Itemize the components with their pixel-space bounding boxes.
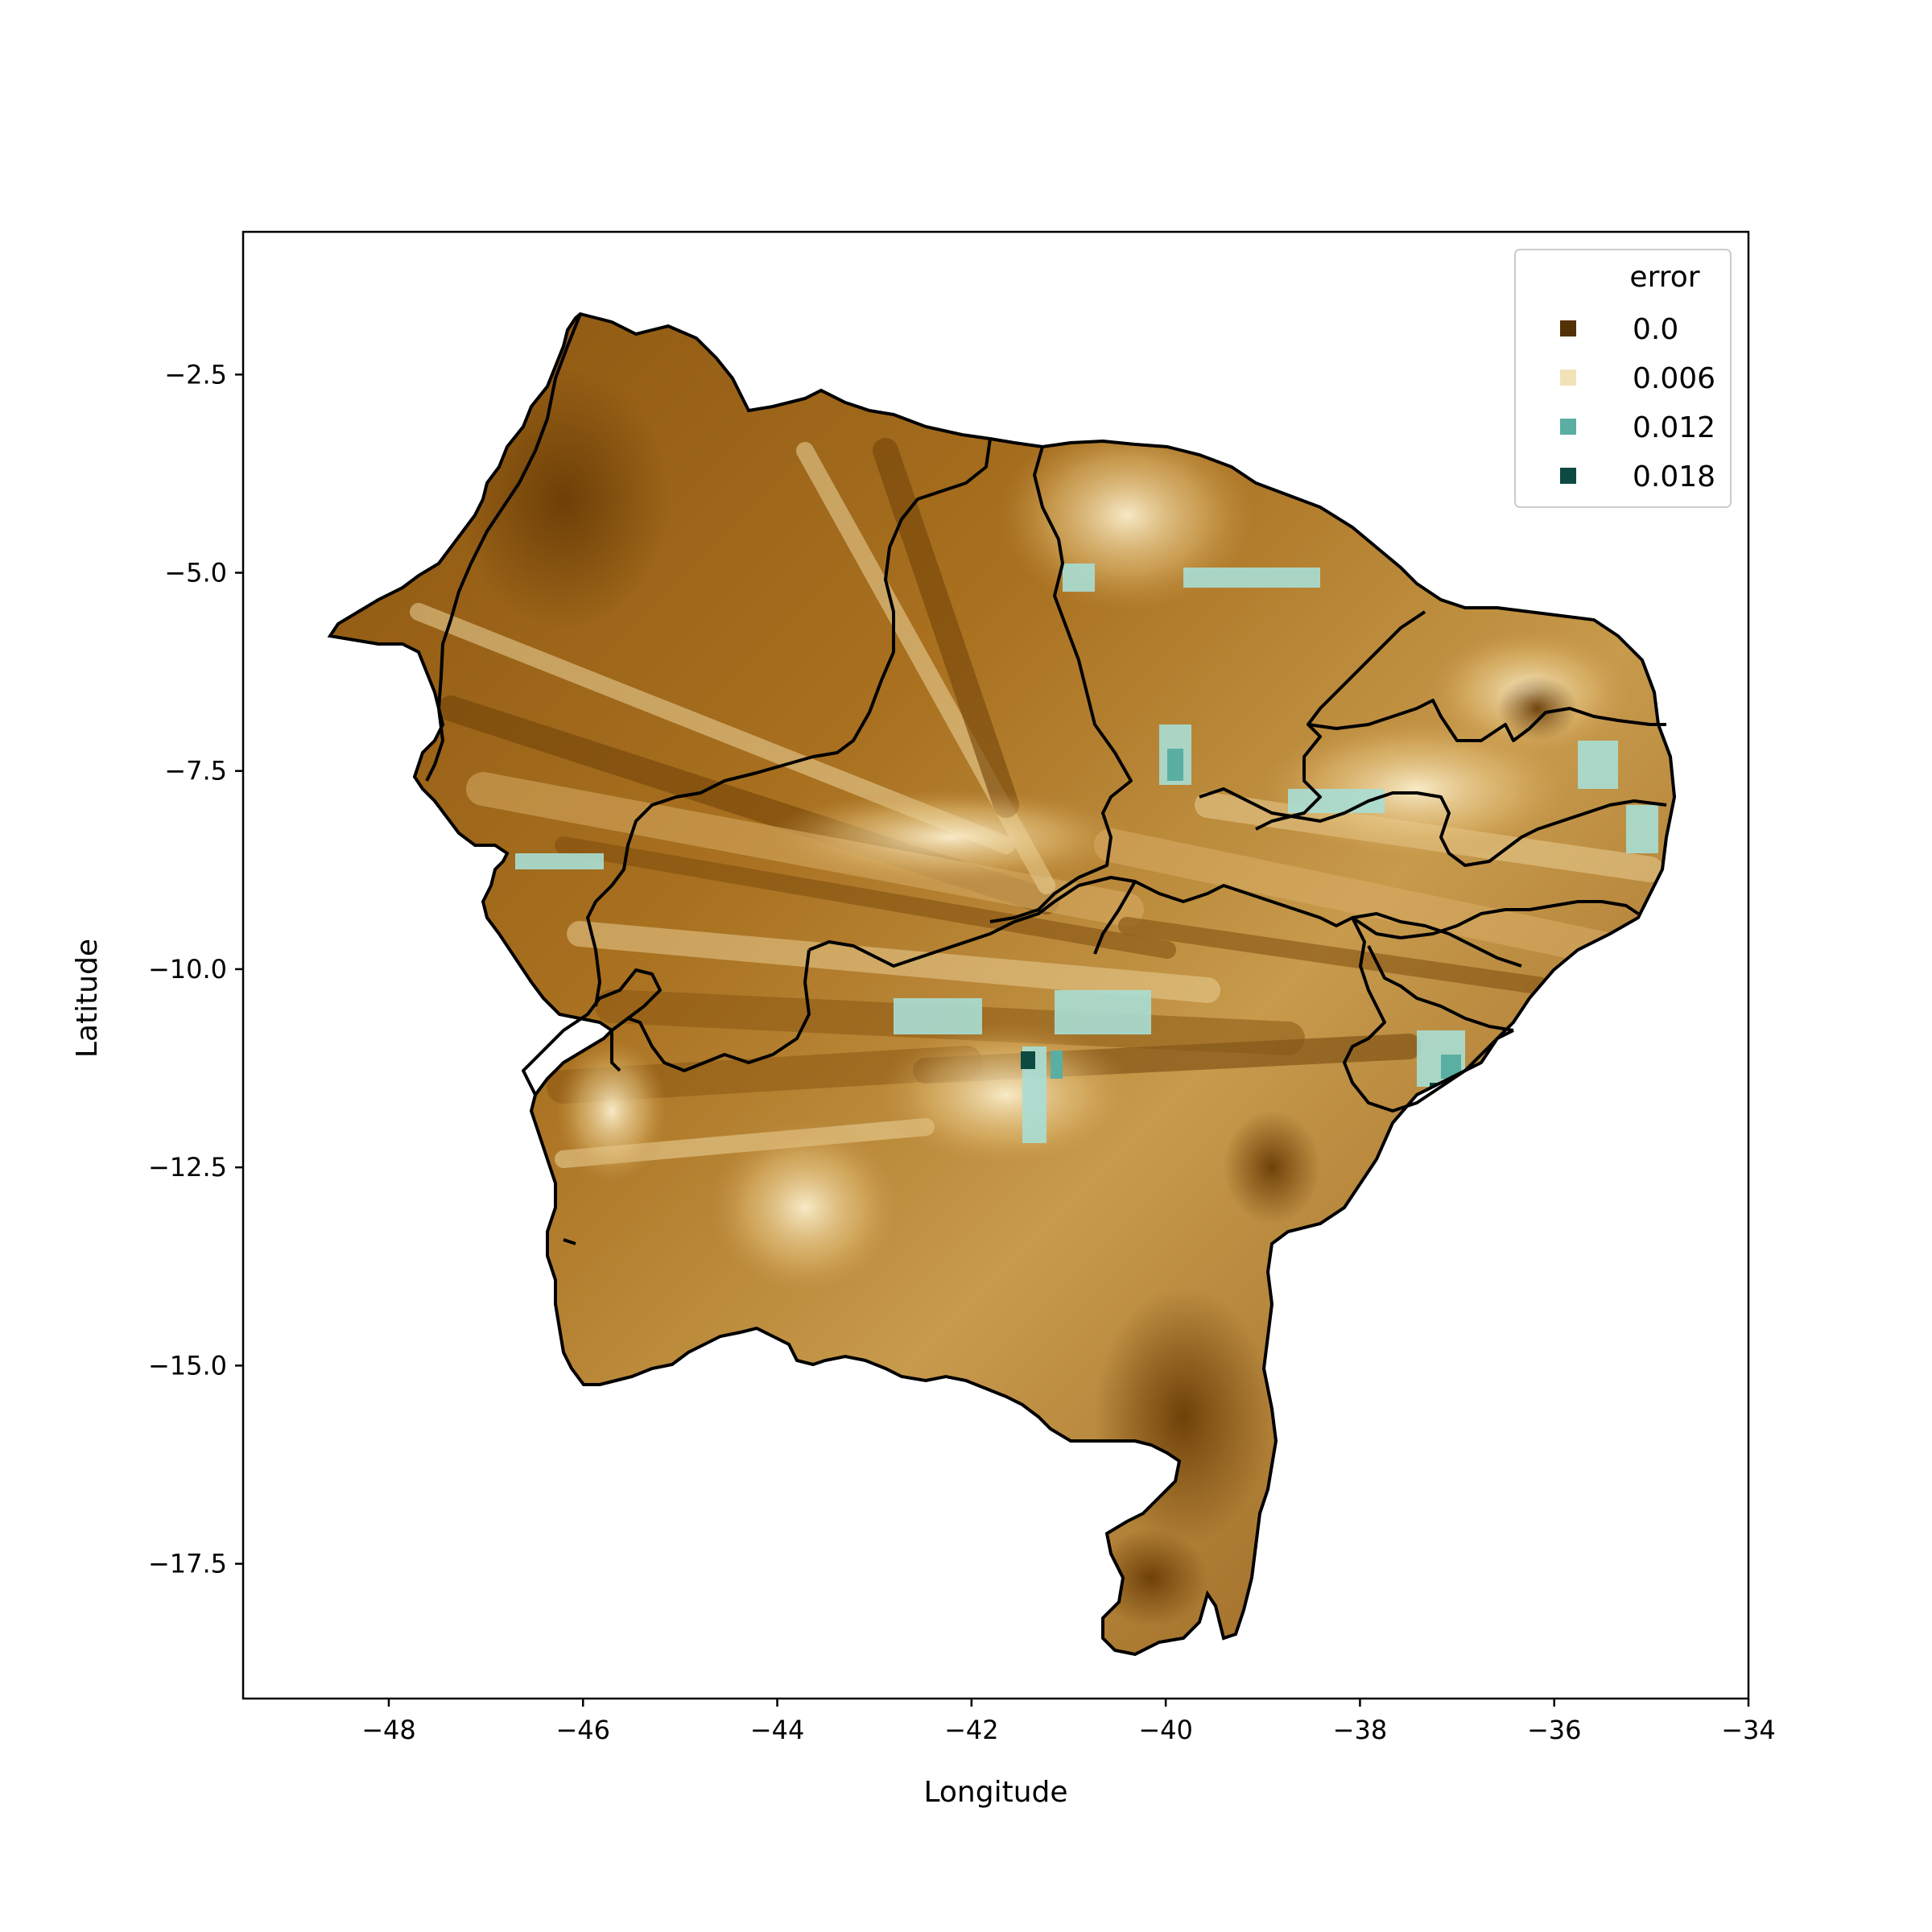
- x-tick-label: −48: [361, 1715, 416, 1745]
- x-tick-label: −44: [750, 1715, 805, 1745]
- legend-title: error: [1629, 261, 1699, 294]
- y-tick-label: −5.0: [164, 557, 227, 588]
- y-tick-label: −10.0: [148, 954, 227, 985]
- y-tick-label: −12.5: [148, 1152, 227, 1183]
- state-borders: [425, 313, 1667, 1245]
- x-tick-label: −34: [1721, 1715, 1776, 1745]
- legend: error 0.0 0.006 0.012 0.018: [1514, 249, 1732, 508]
- legend-swatch: [1560, 419, 1576, 435]
- x-tick-label: −36: [1527, 1715, 1582, 1745]
- y-tick-label: −17.5: [148, 1549, 227, 1579]
- x-tick-label: −40: [1138, 1715, 1193, 1745]
- y-axis-label: Latitude: [71, 939, 104, 1058]
- y-tick-label: −15.0: [148, 1350, 227, 1381]
- y-tick-label: −2.5: [164, 359, 227, 390]
- legend-label: 0.0: [1633, 313, 1678, 346]
- legend-swatch: [1560, 468, 1576, 484]
- x-tick-label: −38: [1333, 1715, 1388, 1745]
- legend-swatch: [1560, 369, 1576, 386]
- legend-label: 0.012: [1633, 411, 1715, 444]
- x-axis: −48 −46 −44 −42 −40 −38 −36 −34: [361, 1699, 1776, 1745]
- legend-frame: [1514, 249, 1732, 508]
- y-axis: −2.5 −5.0 −7.5 −10.0 −12.5 −15.0 −17.5: [148, 359, 243, 1579]
- x-tick-label: −46: [555, 1715, 610, 1745]
- heatmap-streak: [1094, 828, 1627, 967]
- legend-label: 0.006: [1633, 362, 1715, 395]
- y-tick-label: −7.5: [164, 756, 227, 786]
- heatmap-streak: [567, 921, 1220, 1003]
- x-tick-label: −42: [944, 1715, 999, 1745]
- heatmap-streak: [555, 836, 1176, 959]
- heatmap-streak: [1118, 917, 1579, 999]
- x-axis-label: Longitude: [923, 1776, 1067, 1809]
- legend-swatch: [1560, 320, 1576, 336]
- heatmap-streak: [873, 438, 1019, 818]
- legend-label: 0.018: [1633, 460, 1715, 493]
